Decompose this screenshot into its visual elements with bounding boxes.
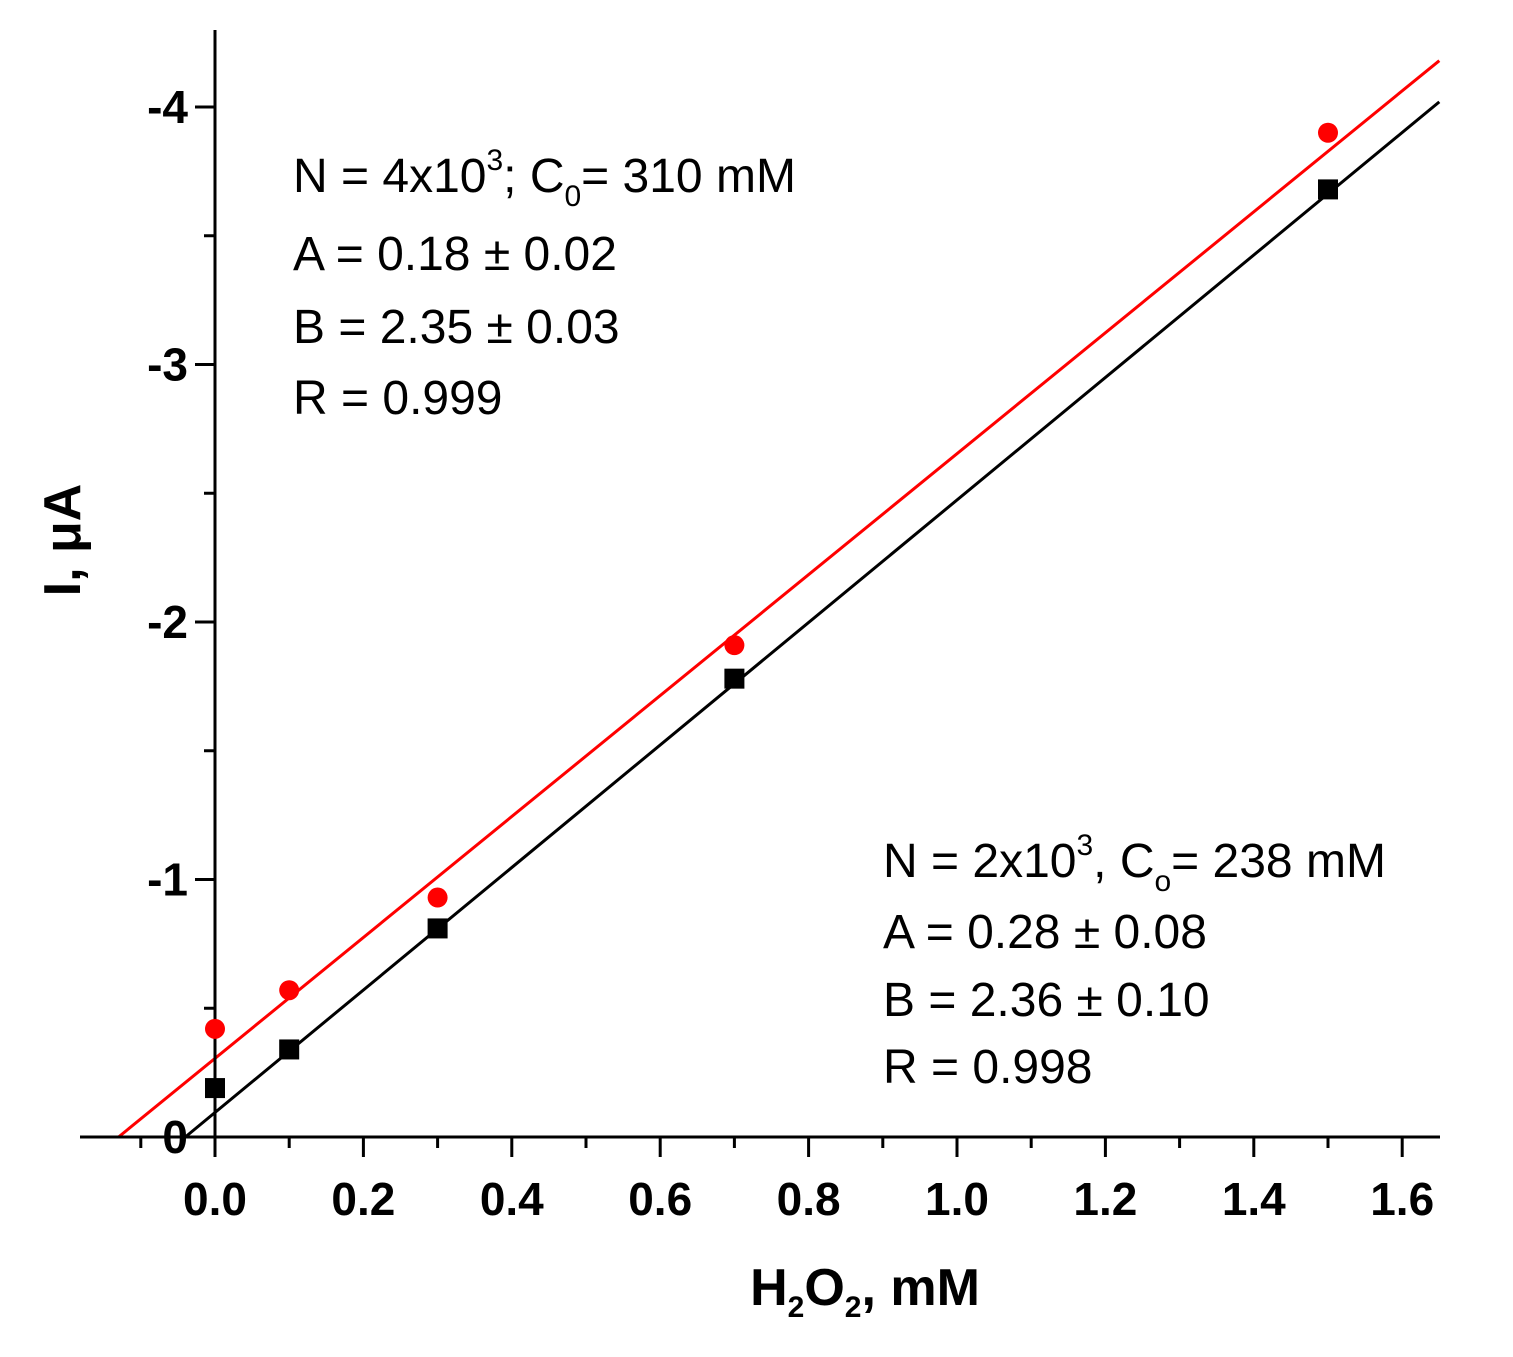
x-tick-label-0.2: 0.2 xyxy=(331,1173,395,1225)
fit-line-red xyxy=(117,59,1441,1139)
annotation-black-line-4: R = 0.998 xyxy=(883,1041,1092,1094)
x-tick-label-1.4: 1.4 xyxy=(1222,1173,1286,1225)
annotation-red-line-2: A = 0.18 ± 0.02 xyxy=(293,228,617,281)
x-tick-label-0.4: 0.4 xyxy=(480,1173,544,1225)
point-black-2 xyxy=(427,918,448,939)
x-tick-label-0.0: 0.0 xyxy=(183,1173,247,1225)
point-black-0 xyxy=(205,1078,225,1099)
annotation-red-line-4: R = 0.999 xyxy=(293,372,502,425)
y-tick-label--2: -2 xyxy=(147,596,188,648)
point-red-4 xyxy=(1318,122,1338,143)
y-tick-label--1: -1 xyxy=(147,854,188,906)
data-points xyxy=(205,122,1338,1099)
x-tick-label-1.2: 1.2 xyxy=(1073,1173,1137,1225)
point-black-4 xyxy=(1318,179,1338,200)
annotation-black-series: N = 2x103, Co= 238 mM A = 0.28 ± 0.08 B … xyxy=(883,829,1386,1094)
x-tick-label-1.0: 1.0 xyxy=(925,1173,989,1225)
point-red-3 xyxy=(724,635,745,656)
annotation-black-line-1: N = 2x103, Co= 238 mM xyxy=(883,829,1386,898)
point-red-1 xyxy=(279,980,300,1001)
annotation-black-line-3: B = 2.36 ± 0.10 xyxy=(883,974,1210,1027)
fit-line-black xyxy=(184,100,1441,1139)
y-tick-label-0: 0 xyxy=(162,1111,188,1163)
y-tick-label--3: -3 xyxy=(147,339,188,391)
annotation-red-line-3: B = 2.35 ± 0.03 xyxy=(293,301,620,354)
axes xyxy=(80,30,1440,1139)
annotation-black-line-2: A = 0.28 ± 0.08 xyxy=(883,906,1207,959)
y-tick-label--4: -4 xyxy=(147,81,188,133)
fit-lines xyxy=(117,59,1441,1139)
annotation-red-series: N = 4x103; C0= 310 mM A = 0.18 ± 0.02 B … xyxy=(293,144,796,425)
y-axis-title: I, μA xyxy=(34,484,92,597)
x-tick-label-0.8: 0.8 xyxy=(777,1173,841,1225)
x-tick-label-0.6: 0.6 xyxy=(628,1173,692,1225)
point-red-2 xyxy=(427,887,448,908)
point-red-0 xyxy=(205,1018,225,1039)
annotation-red-line-1: N = 4x103; C0= 310 mM xyxy=(293,144,796,213)
point-black-1 xyxy=(279,1039,300,1060)
point-black-3 xyxy=(724,668,745,689)
ticks: 0.0 0.2 0.4 0.6 0.8 1.0 1.2 1.4 1.6 0 -1 -2 -3 -4 xyxy=(139,81,1434,1225)
x-axis-title: H2O2, mM xyxy=(750,1259,980,1324)
x-tick-label-1.6: 1.6 xyxy=(1370,1173,1434,1225)
